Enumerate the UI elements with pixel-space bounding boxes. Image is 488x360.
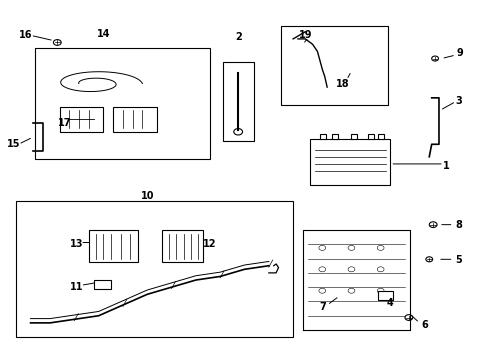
Text: 4: 4 bbox=[386, 298, 393, 308]
Bar bbox=[309, 139, 389, 185]
Text: 11: 11 bbox=[70, 282, 83, 292]
Bar bbox=[222, 62, 254, 141]
Bar bbox=[113, 107, 157, 132]
Bar bbox=[368, 134, 373, 139]
Text: 13: 13 bbox=[70, 239, 83, 249]
Bar bbox=[377, 134, 383, 139]
Text: 10: 10 bbox=[140, 191, 154, 201]
Bar bbox=[377, 291, 392, 300]
Bar bbox=[60, 107, 103, 132]
Text: 19: 19 bbox=[298, 30, 311, 40]
Bar bbox=[351, 134, 357, 139]
Text: 1: 1 bbox=[442, 161, 449, 171]
Text: 3: 3 bbox=[454, 96, 461, 107]
Bar bbox=[162, 230, 203, 262]
Bar bbox=[319, 134, 325, 139]
Text: 14: 14 bbox=[97, 28, 110, 39]
Text: 5: 5 bbox=[454, 255, 461, 265]
Text: 8: 8 bbox=[454, 220, 461, 230]
Text: 16: 16 bbox=[19, 30, 32, 40]
Text: 15: 15 bbox=[7, 139, 20, 149]
Text: 9: 9 bbox=[455, 48, 462, 58]
Text: 2: 2 bbox=[234, 32, 241, 42]
Bar bbox=[16, 202, 292, 337]
Bar bbox=[89, 230, 137, 262]
Bar bbox=[331, 134, 337, 139]
Bar bbox=[94, 280, 111, 289]
Text: 18: 18 bbox=[336, 78, 349, 89]
Text: 6: 6 bbox=[420, 320, 427, 330]
Bar bbox=[281, 26, 387, 105]
Text: 7: 7 bbox=[318, 302, 325, 312]
Text: 12: 12 bbox=[203, 239, 216, 249]
Bar bbox=[35, 48, 210, 158]
Text: 17: 17 bbox=[58, 118, 71, 128]
